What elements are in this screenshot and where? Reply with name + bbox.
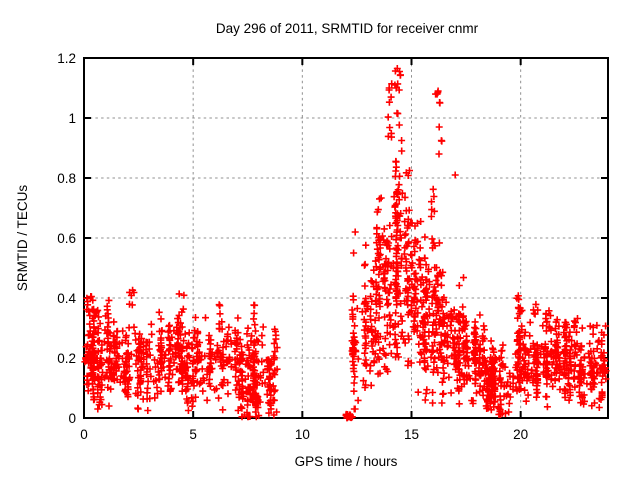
svg-text:1: 1 [68, 111, 76, 126]
data-points-srmtid [81, 65, 610, 422]
svg-text:0.8: 0.8 [57, 171, 76, 186]
svg-text:0.2: 0.2 [57, 351, 76, 366]
svg-text:0: 0 [68, 411, 76, 426]
svg-text:0: 0 [80, 427, 88, 442]
svg-text:10: 10 [295, 427, 310, 442]
svg-text:0.4: 0.4 [57, 291, 76, 306]
chart-title: Day 296 of 2011, SRMTID for receiver cnm… [216, 21, 479, 36]
y-axis-label: SRMTID / TECUs [15, 185, 30, 292]
tick-labels: 0 5 10 15 20 0 0.2 0.4 0.6 0.8 1 1.2 [57, 51, 528, 442]
svg-text:15: 15 [404, 427, 419, 442]
svg-text:20: 20 [513, 427, 528, 442]
svg-text:0.6: 0.6 [57, 231, 76, 246]
x-axis-label: GPS time / hours [295, 454, 398, 469]
svg-text:5: 5 [189, 427, 197, 442]
svg-text:1.2: 1.2 [57, 51, 76, 66]
